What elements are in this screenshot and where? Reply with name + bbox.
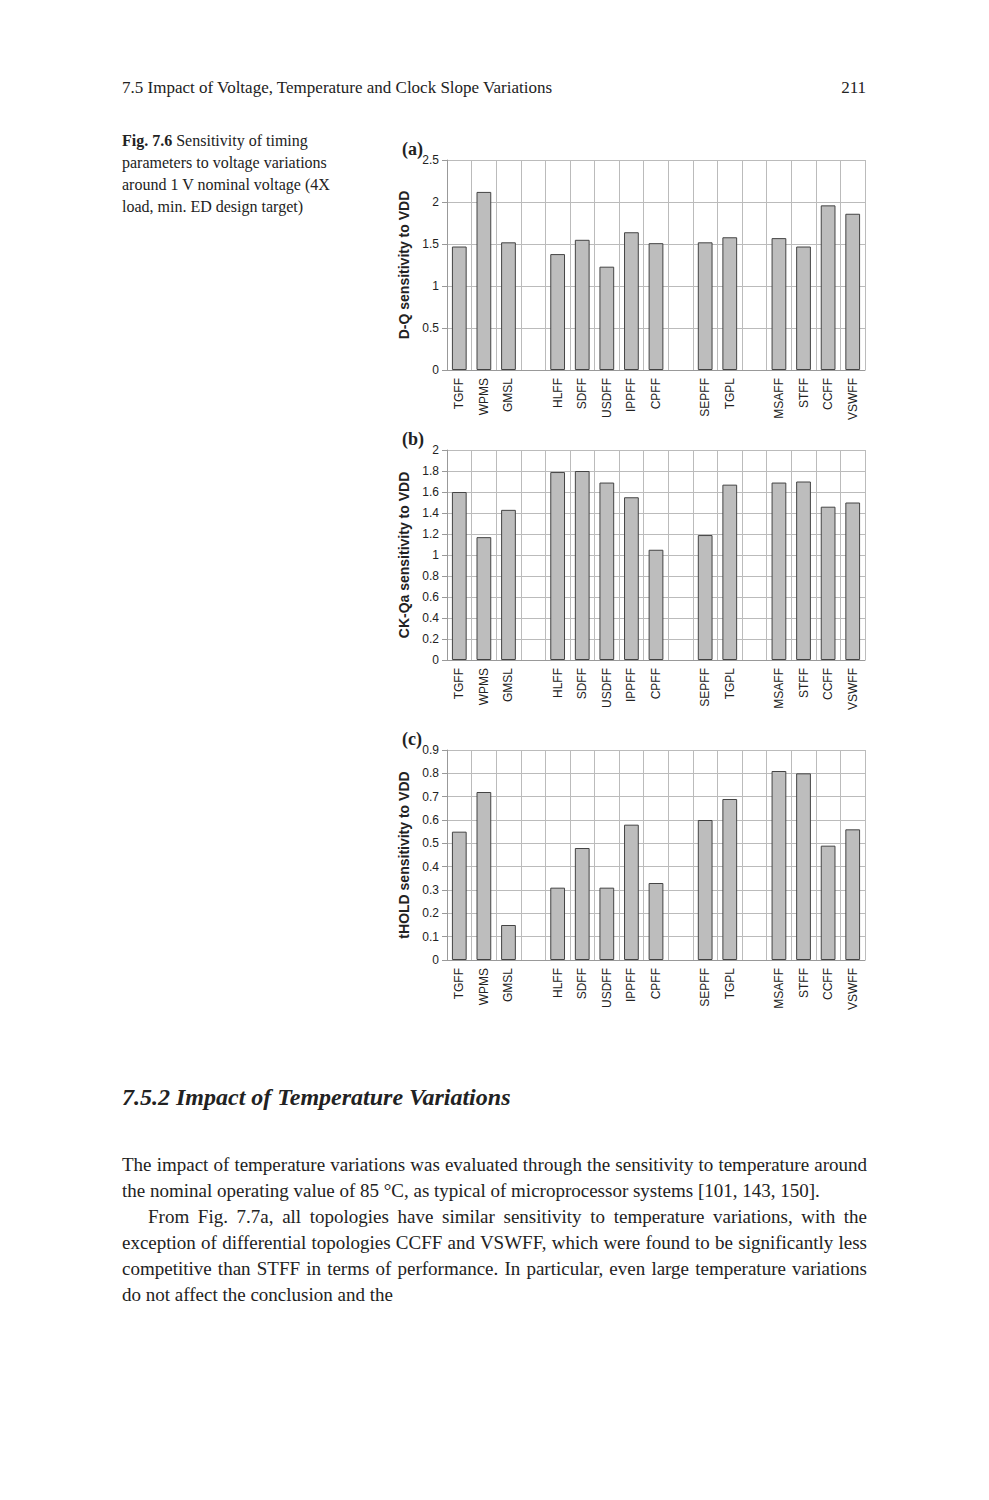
svg-text:SEPFF: SEPFF <box>698 968 712 1007</box>
svg-text:SDFF: SDFF <box>575 968 589 999</box>
svg-text:CCFF: CCFF <box>821 668 835 700</box>
svg-text:(a): (a) <box>402 139 423 160</box>
svg-text:1.6: 1.6 <box>422 485 439 499</box>
svg-text:1.5: 1.5 <box>422 237 439 251</box>
svg-text:0.6: 0.6 <box>422 813 439 827</box>
svg-text:USDFF: USDFF <box>600 668 614 708</box>
svg-text:0.6: 0.6 <box>422 590 439 604</box>
svg-text:GMSL: GMSL <box>501 668 515 702</box>
svg-text:STFF: STFF <box>797 968 811 998</box>
svg-text:MSAFF: MSAFF <box>772 668 786 709</box>
svg-text:IPPFF: IPPFF <box>624 668 638 702</box>
svg-text:0.2: 0.2 <box>422 632 439 646</box>
svg-text:0: 0 <box>432 953 439 967</box>
html-text:From Fig. 7.7a, all topologies: From Fig. 7.7a, all topologies have simi… <box>122 1206 867 1305</box>
svg-text:VSWFF: VSWFF <box>846 968 860 1010</box>
svg-text:WPMS: WPMS <box>477 378 491 415</box>
svg-text:SEPFF: SEPFF <box>698 378 712 417</box>
svg-text:0.9: 0.9 <box>422 743 439 757</box>
svg-text:CPFF: CPFF <box>649 668 663 699</box>
svg-text:0.4: 0.4 <box>422 611 439 625</box>
svg-text:VSWFF: VSWFF <box>846 378 860 420</box>
html-text:211: 211 <box>841 78 866 97</box>
svg-text:2: 2 <box>432 195 439 209</box>
svg-text:WPMS: WPMS <box>477 668 491 705</box>
svg-text:1.2: 1.2 <box>422 527 439 541</box>
svg-text:HLFF: HLFF <box>551 378 565 408</box>
svg-text:WPMS: WPMS <box>477 968 491 1005</box>
html-text:7.5.2 Impact of Temperature Va: 7.5.2 Impact of Temperature Variations <box>122 1084 511 1110</box>
svg-text:CPFF: CPFF <box>649 378 663 409</box>
svg-text:0.8: 0.8 <box>422 569 439 583</box>
svg-text:2: 2 <box>432 443 439 457</box>
svg-text:TGPL: TGPL <box>723 378 737 410</box>
svg-text:STFF: STFF <box>797 668 811 698</box>
svg-text:0.5: 0.5 <box>422 836 439 850</box>
svg-text:GMSL: GMSL <box>501 968 515 1002</box>
svg-text:SDFF: SDFF <box>575 668 589 699</box>
svg-text:TGFF: TGFF <box>452 378 466 409</box>
svg-text:1: 1 <box>432 548 439 562</box>
svg-text:SEPFF: SEPFF <box>698 668 712 707</box>
svg-text:tHOLD sensitivity to VDD: tHOLD sensitivity to VDD <box>396 771 412 938</box>
svg-text:0: 0 <box>432 363 439 377</box>
svg-text:CCFF: CCFF <box>821 378 835 410</box>
svg-text:CPFF: CPFF <box>649 968 663 999</box>
svg-text:TGPL: TGPL <box>723 968 737 1000</box>
svg-text:SDFF: SDFF <box>575 378 589 409</box>
svg-text:0.8: 0.8 <box>422 766 439 780</box>
svg-text:0.5: 0.5 <box>422 321 439 335</box>
svg-text:CCFF: CCFF <box>821 968 835 1000</box>
svg-text:HLFF: HLFF <box>551 668 565 698</box>
svg-text:IPPFF: IPPFF <box>624 968 638 1002</box>
svg-text:0.4: 0.4 <box>422 860 439 874</box>
svg-text:0.2: 0.2 <box>422 906 439 920</box>
html-text:7.5 Impact of Voltage, Tempera: 7.5 Impact of Voltage, Temperature and C… <box>122 78 552 97</box>
svg-text:(b): (b) <box>402 429 424 450</box>
svg-text:TGFF: TGFF <box>452 968 466 999</box>
svg-text:TGPL: TGPL <box>723 668 737 700</box>
svg-text:MSAFF: MSAFF <box>772 378 786 419</box>
svg-text:MSAFF: MSAFF <box>772 968 786 1009</box>
svg-text:IPPFF: IPPFF <box>624 378 638 412</box>
html-text:Fig. 7.6 Sensitivity of timing: Fig. 7.6 Sensitivity of timing parameter… <box>122 132 330 215</box>
html-text:The impact of temperature vari: The impact of temperature variations was… <box>122 1154 867 1201</box>
svg-text:0.3: 0.3 <box>422 883 439 897</box>
svg-text:HLFF: HLFF <box>551 968 565 998</box>
svg-text:(c): (c) <box>402 729 422 750</box>
svg-text:0.7: 0.7 <box>422 790 439 804</box>
svg-text:0.1: 0.1 <box>422 930 439 944</box>
svg-text:GMSL: GMSL <box>501 378 515 412</box>
svg-text:1: 1 <box>432 279 439 293</box>
svg-text:0: 0 <box>432 653 439 667</box>
svg-text:D-Q sensitivity to VDD: D-Q sensitivity to VDD <box>396 191 412 340</box>
svg-text:USDFF: USDFF <box>600 378 614 418</box>
svg-text:STFF: STFF <box>797 378 811 408</box>
svg-text:VSWFF: VSWFF <box>846 668 860 710</box>
svg-text:1.8: 1.8 <box>422 464 439 478</box>
svg-text:TGFF: TGFF <box>452 668 466 699</box>
svg-text:2.5: 2.5 <box>422 153 439 167</box>
svg-text:1.4: 1.4 <box>422 506 439 520</box>
svg-text:CK-Qa sensitivity to VDD: CK-Qa sensitivity to VDD <box>396 472 412 638</box>
svg-text:USDFF: USDFF <box>600 968 614 1008</box>
